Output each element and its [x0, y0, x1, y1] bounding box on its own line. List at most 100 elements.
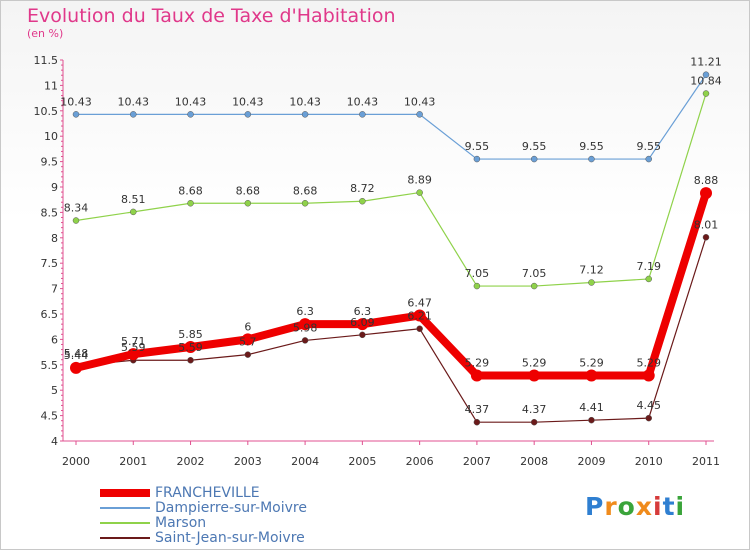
data-label-dampierre: 10.43: [60, 95, 92, 108]
series-line-francheville: [72, 189, 710, 380]
point-marson: [702, 90, 710, 97]
legend-label-dampierre: Dampierre-sur-Moivre: [155, 500, 307, 516]
data-label-saint-jean: 4.41: [579, 401, 604, 414]
data-label-francheville: 6.3: [354, 305, 372, 318]
point-saint-jean: [588, 416, 595, 424]
point-marson: [416, 189, 423, 196]
data-label-marson: 7.05: [522, 267, 547, 280]
x-tick-label: 2010: [635, 455, 663, 468]
series-line-saint-jean: [75, 236, 707, 423]
logo-letter: o: [617, 492, 636, 521]
data-label-saint-jean: 6.09: [350, 316, 375, 329]
point-marson: [301, 200, 309, 207]
point-saint-jean: [416, 325, 423, 332]
data-label-marson: 8.89: [407, 174, 432, 187]
point-francheville: [642, 369, 655, 382]
data-label-dampierre: 10.43: [289, 95, 321, 108]
x-tick-label: 2002: [177, 455, 205, 468]
legend-swatch-francheville: [100, 489, 150, 497]
data-label-dampierre: 9.55: [579, 140, 604, 153]
data-label-saint-jean: 5.59: [178, 341, 203, 354]
data-label-marson: 7.19: [636, 260, 661, 273]
data-label-francheville: 5.29: [465, 356, 490, 369]
point-dampierre: [702, 71, 710, 78]
data-label-marson: 8.34: [64, 202, 89, 215]
x-tick-label: 2009: [577, 455, 605, 468]
data-label-marson: 8.68: [236, 184, 261, 197]
legend-swatch-dampierre: [100, 507, 150, 509]
point-francheville: [585, 369, 598, 382]
legend-item-francheville: FRANCHEVILLE: [100, 485, 360, 501]
chart-unit: (en %): [27, 27, 64, 40]
legend-label-marson: Marson: [155, 515, 207, 531]
data-label-dampierre: 10.43: [232, 95, 264, 108]
point-dampierre: [530, 155, 538, 163]
legend-item-saint-jean: Saint-Jean-sur-Moivre: [100, 530, 360, 546]
y-tick-label: 7.5: [41, 257, 59, 270]
data-labels-layer: 5.44 5.71 5.85 6 6.3 6.3 6.47 5.29 5.29 5.29 5.29 8…: [60, 56, 722, 416]
point-saint-jean: [359, 331, 366, 339]
point-dampierre: [130, 111, 137, 118]
data-label-francheville: 6.3: [296, 305, 314, 318]
point-saint-jean: [530, 418, 538, 426]
x-tick-label: 2011: [692, 455, 720, 468]
data-label-dampierre: 10.43: [347, 95, 379, 108]
data-label-dampierre: 11.21: [690, 56, 722, 69]
point-dampierre: [187, 111, 194, 118]
data-label-saint-jean: 4.37: [465, 403, 490, 416]
point-dampierre: [416, 111, 423, 118]
point-marson: [244, 200, 252, 207]
data-label-saint-jean: 5.98: [293, 321, 318, 334]
data-label-saint-jean: 5.59: [121, 341, 146, 354]
data-label-saint-jean: 6.21: [407, 310, 432, 323]
point-marson: [130, 208, 137, 216]
point-francheville: [528, 369, 541, 382]
y-tick-label: 7: [51, 283, 58, 296]
logo-letter: i: [675, 492, 686, 521]
legend-item-marson: Marson: [100, 515, 360, 531]
x-tick-label: 2008: [520, 455, 548, 468]
data-label-saint-jean: 4.45: [636, 399, 661, 412]
data-label-saint-jean: 5.48: [64, 347, 89, 360]
series-layer: [70, 71, 712, 426]
point-dampierre: [244, 111, 252, 118]
point-saint-jean: [702, 234, 710, 241]
logo-letter: t: [662, 492, 676, 521]
data-label-marson: 8.72: [350, 182, 375, 195]
data-label-francheville: 6: [244, 320, 251, 333]
series-line-dampierre: [75, 74, 707, 160]
y-tick-label: 5.5: [41, 359, 59, 372]
point-francheville: [184, 341, 197, 354]
data-label-marson: 8.51: [121, 193, 146, 206]
point-marson: [473, 282, 481, 290]
point-dampierre: [473, 155, 481, 163]
y-tick-label: 10.5: [34, 105, 59, 118]
data-label-saint-jean: 5.7: [239, 336, 257, 349]
data-label-francheville: 5.44: [64, 349, 89, 362]
y-tick-label: 4.5: [41, 410, 59, 423]
logo-letter: x: [635, 492, 653, 521]
point-marson: [530, 282, 538, 290]
data-label-marson: 8.68: [293, 184, 318, 197]
y-tick-label: 5: [51, 384, 58, 397]
data-label-francheville: 5.29: [579, 356, 604, 369]
x-tick-label: 2003: [234, 455, 262, 468]
x-tick-label: 2007: [463, 455, 491, 468]
point-saint-jean: [301, 337, 309, 344]
legend-swatch-marson: [100, 522, 150, 524]
y-tick-label: 4: [51, 435, 58, 448]
data-label-dampierre: 9.55: [636, 140, 661, 153]
y-tick-label: 8.5: [41, 206, 59, 219]
data-label-francheville: 6.47: [407, 297, 432, 310]
y-tick-label: 9.5: [41, 156, 59, 169]
point-marson: [645, 275, 652, 283]
point-francheville: [356, 318, 369, 331]
point-marson: [588, 279, 595, 286]
x-tick-label: 2004: [291, 455, 319, 468]
point-francheville: [413, 309, 426, 322]
logo-letter: i: [653, 492, 663, 521]
data-label-dampierre: 9.55: [522, 140, 547, 153]
point-francheville: [470, 369, 483, 382]
y-tick-label: 11.5: [34, 54, 59, 67]
